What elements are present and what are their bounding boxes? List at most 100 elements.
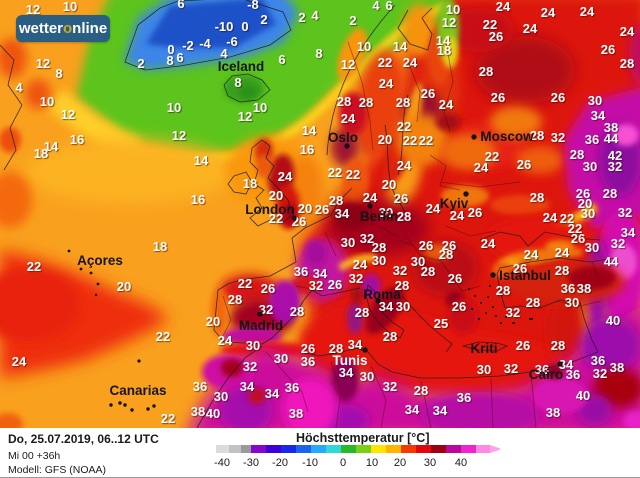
svg-text:26: 26	[517, 157, 531, 172]
svg-text:36: 36	[193, 379, 207, 394]
svg-text:32: 32	[608, 159, 622, 174]
svg-text:28: 28	[414, 383, 428, 398]
svg-text:24: 24	[12, 354, 27, 369]
svg-text:38: 38	[289, 406, 303, 421]
svg-text:16: 16	[191, 192, 205, 207]
svg-text:40: 40	[206, 406, 220, 421]
svg-text:8: 8	[234, 75, 241, 90]
svg-text:14: 14	[302, 123, 317, 138]
svg-text:Oslo: Oslo	[328, 130, 358, 145]
svg-text:22: 22	[419, 133, 433, 148]
svg-text:32: 32	[551, 130, 565, 145]
svg-text:44: 44	[604, 131, 619, 146]
svg-text:6: 6	[385, 0, 392, 13]
svg-text:24: 24	[541, 5, 556, 20]
svg-text:Açores: Açores	[77, 253, 123, 268]
svg-text:30: 30	[274, 351, 288, 366]
svg-text:-2: -2	[182, 38, 194, 53]
svg-text:4: 4	[15, 80, 23, 95]
svg-text:26: 26	[601, 42, 615, 57]
svg-text:22: 22	[27, 259, 41, 274]
svg-text:24: 24	[353, 257, 368, 272]
svg-text:26: 26	[571, 231, 585, 246]
svg-text:Canarias: Canarias	[109, 383, 166, 398]
svg-text:34: 34	[379, 299, 394, 314]
svg-text:32: 32	[618, 205, 632, 220]
svg-text:24: 24	[580, 4, 595, 19]
svg-text:0: 0	[241, 19, 248, 34]
svg-text:6: 6	[177, 0, 184, 11]
svg-text:12: 12	[341, 57, 355, 72]
svg-text:24: 24	[450, 208, 465, 223]
svg-text:24: 24	[524, 247, 539, 262]
svg-text:24: 24	[543, 210, 558, 225]
svg-text:8: 8	[166, 53, 173, 68]
svg-text:22: 22	[568, 221, 582, 236]
svg-text:4: 4	[311, 8, 319, 23]
svg-text:26: 26	[513, 261, 527, 276]
svg-text:28: 28	[620, 56, 634, 71]
svg-text:26: 26	[421, 86, 435, 101]
svg-text:20: 20	[378, 132, 392, 147]
svg-text:18: 18	[437, 43, 451, 58]
svg-text:24: 24	[341, 111, 356, 126]
svg-text:14: 14	[436, 33, 451, 48]
svg-text:London: London	[245, 202, 294, 217]
svg-text:28: 28	[496, 283, 510, 298]
svg-text:22: 22	[403, 133, 417, 148]
svg-text:34: 34	[339, 365, 354, 380]
svg-text:-8: -8	[247, 0, 259, 12]
svg-text:30: 30	[214, 389, 228, 404]
svg-text:22: 22	[485, 149, 499, 164]
svg-text:0: 0	[167, 42, 174, 57]
svg-text:28: 28	[397, 209, 411, 224]
svg-text:24: 24	[496, 0, 511, 14]
svg-text:34: 34	[405, 402, 420, 417]
svg-text:34: 34	[348, 337, 363, 352]
svg-text:Moscow: Moscow	[480, 129, 534, 144]
svg-text:16: 16	[70, 132, 84, 147]
svg-text:18: 18	[153, 239, 167, 254]
svg-text:18: 18	[34, 146, 48, 161]
svg-text:-4: -4	[199, 36, 211, 51]
svg-text:Kriti: Kriti	[471, 341, 498, 356]
svg-text:28: 28	[329, 341, 343, 356]
svg-text:12: 12	[61, 107, 75, 122]
svg-text:36: 36	[285, 380, 299, 395]
svg-text:28: 28	[329, 193, 343, 208]
svg-text:34: 34	[240, 379, 255, 394]
svg-text:28: 28	[551, 338, 565, 353]
svg-text:24: 24	[439, 97, 454, 112]
svg-text:26: 26	[576, 186, 590, 201]
svg-text:34: 34	[433, 403, 448, 418]
svg-text:22: 22	[269, 211, 283, 226]
svg-text:26: 26	[442, 238, 456, 253]
svg-text:36: 36	[535, 362, 549, 377]
svg-text:36: 36	[457, 390, 471, 405]
svg-text:Cairo: Cairo	[529, 367, 564, 382]
svg-text:28: 28	[337, 94, 351, 109]
svg-text:24: 24	[426, 201, 441, 216]
svg-text:32: 32	[393, 263, 407, 278]
svg-text:20: 20	[578, 196, 592, 211]
svg-text:24: 24	[403, 55, 418, 70]
svg-text:24: 24	[474, 160, 489, 175]
svg-text:38: 38	[577, 281, 591, 296]
svg-text:10: 10	[63, 0, 77, 14]
svg-text:38: 38	[604, 120, 618, 135]
svg-text:24: 24	[555, 245, 570, 260]
svg-text:10: 10	[167, 100, 181, 115]
svg-text:24: 24	[278, 169, 293, 184]
svg-text:30: 30	[396, 299, 410, 314]
svg-text:40: 40	[576, 388, 590, 403]
svg-text:32: 32	[309, 278, 323, 293]
svg-text:28: 28	[530, 190, 544, 205]
svg-text:24: 24	[363, 190, 378, 205]
svg-text:32: 32	[593, 366, 607, 381]
svg-text:34: 34	[313, 266, 328, 281]
svg-text:-10: -10	[215, 19, 234, 34]
svg-text:30: 30	[379, 205, 393, 220]
svg-text:Kyiv: Kyiv	[440, 196, 469, 211]
svg-text:36: 36	[566, 367, 580, 382]
svg-text:28: 28	[290, 304, 304, 319]
